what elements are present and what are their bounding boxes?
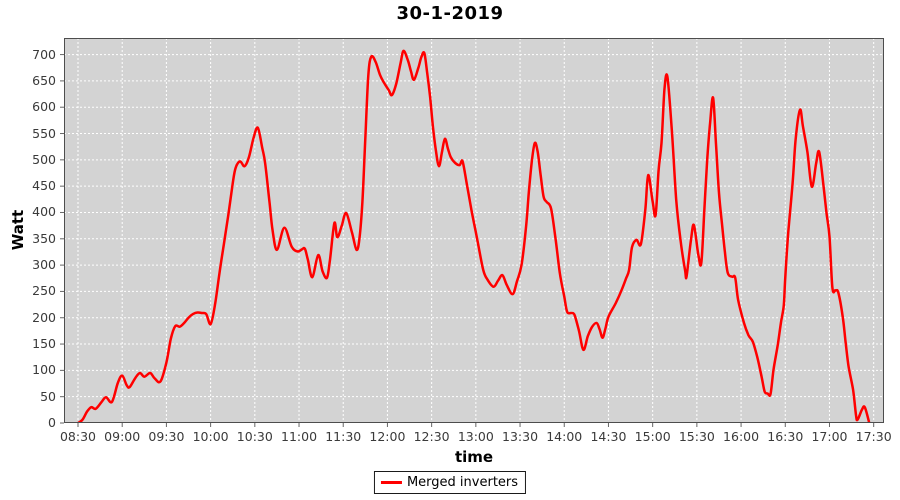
x-tick-label: 17:30 <box>855 429 892 444</box>
y-tick-label: 700 <box>32 46 56 62</box>
x-tick-label: 08:30 <box>59 429 96 444</box>
legend-line-swatch <box>380 481 402 484</box>
x-tick-label: 11:00 <box>281 429 318 444</box>
x-tick-label: 13:30 <box>502 429 539 444</box>
x-tick-label: 10:30 <box>236 429 273 444</box>
x-tick-label: 12:30 <box>413 429 450 444</box>
y-tick-label: 0 <box>48 415 56 430</box>
legend: Merged inverters <box>373 471 527 494</box>
x-tick-label: 17:00 <box>811 429 848 444</box>
y-tick-label: 650 <box>32 72 56 88</box>
plot-area[interactable] <box>60 38 884 427</box>
plot-border <box>64 38 884 423</box>
x-tick-label: 16:30 <box>767 429 804 444</box>
y-tick-label: 50 <box>40 388 56 404</box>
y-tick-label: 350 <box>32 230 56 246</box>
plot-background <box>64 38 884 423</box>
y-tick-label: 500 <box>32 151 56 167</box>
x-tick-label: 15:00 <box>634 429 671 444</box>
y-tick-label: 450 <box>32 178 56 194</box>
y-tick-label: 150 <box>32 336 56 352</box>
y-tick-label: 300 <box>32 257 56 273</box>
y-tick-label: 550 <box>32 125 56 141</box>
y-tick-label: 200 <box>32 309 56 325</box>
x-tick-label: 11:30 <box>325 429 362 444</box>
x-tick-label: 10:00 <box>192 429 229 444</box>
plot-svg <box>60 38 884 427</box>
x-tick-label: 16:00 <box>723 429 760 444</box>
x-axis-title: time <box>454 448 494 466</box>
x-tick-label: 09:30 <box>148 429 185 444</box>
x-tick-label: 14:30 <box>590 429 627 444</box>
y-tick-label: 250 <box>32 283 56 299</box>
y-tick-label: 100 <box>32 362 56 378</box>
y-tick-label: 600 <box>32 99 56 115</box>
chart-title: 30-1-2019 <box>396 3 504 24</box>
x-tick-label: 15:30 <box>678 429 715 444</box>
x-tick-label: 14:00 <box>546 429 583 444</box>
series-line-merged-inverters <box>76 49 871 423</box>
x-tick-label: 12:00 <box>369 429 406 444</box>
legend-label: Merged inverters <box>406 475 519 490</box>
x-tick-label: 09:00 <box>104 429 141 444</box>
y-tick-label: 400 <box>32 204 56 220</box>
x-tick-label: 13:00 <box>457 429 494 444</box>
